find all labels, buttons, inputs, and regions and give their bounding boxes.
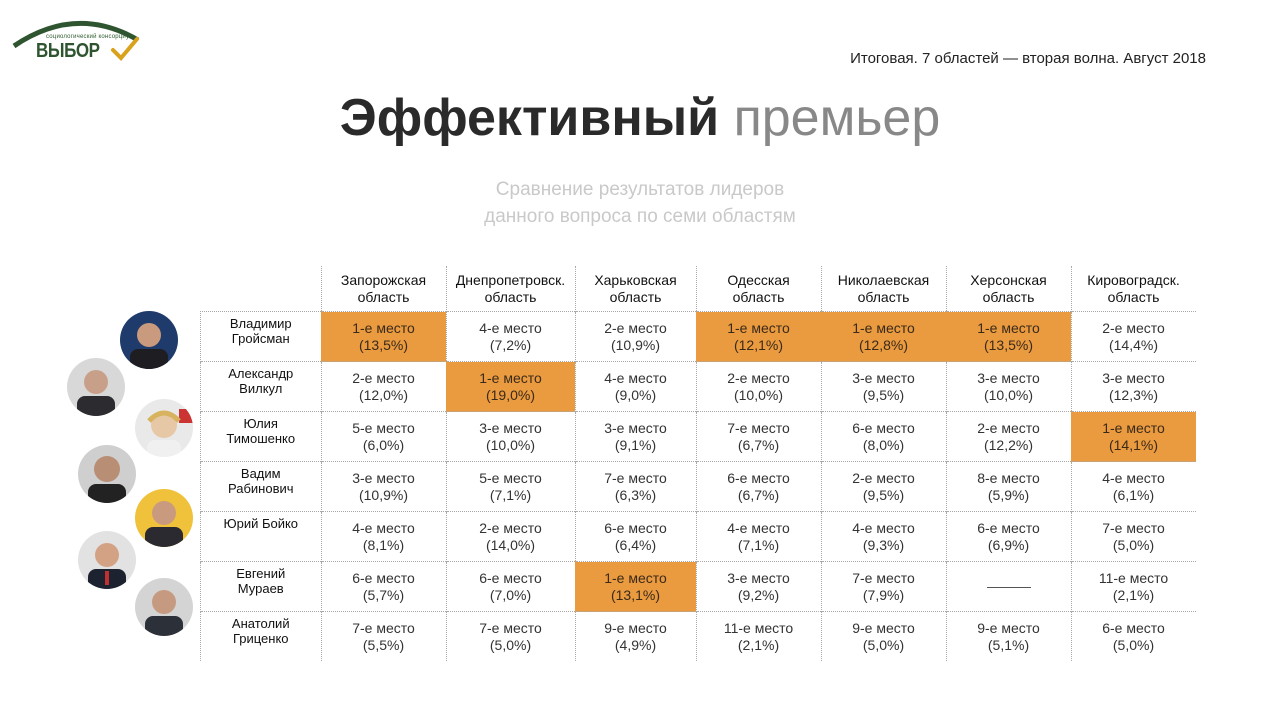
result-cell: 2-е место (14,0%)	[445, 511, 575, 562]
description-line-2: данного вопроса по семи областям	[484, 206, 796, 227]
title-light: премьер	[733, 89, 941, 147]
table-row: Вадим Рабинович 3-е место (10,9%) 5-е место(…	[200, 461, 1196, 512]
logo-tagline: социологический консорциум	[46, 34, 134, 40]
comparison-table: Запорожская область Днепропетровск. област…	[200, 266, 1196, 661]
result-cell: 1-е место (19,0%)	[445, 361, 575, 412]
avatar-groysman	[120, 311, 178, 369]
avatar-hrytsenko	[135, 578, 193, 636]
result-cell: 3-е место (9,5%)	[820, 361, 946, 412]
result-cell: 7-е место (5,0%)	[1070, 511, 1196, 562]
result-cell: 5-е место (6,0%)	[320, 411, 446, 462]
result-cell: 6-е место (5,7%)	[320, 561, 446, 612]
result-cell: 1-е место (12,1%)	[695, 311, 821, 362]
avatar-vilkul	[67, 358, 125, 416]
politician-name: Евгений Мураев	[200, 561, 321, 612]
result-cell: 6-е место (6,9%)	[945, 511, 1071, 562]
politician-name: Юлия Тимошенко	[200, 411, 321, 462]
description: Сравнение результатов лидеров данного во…	[0, 176, 1280, 230]
politician-name: Юрий Бойко	[200, 511, 321, 562]
result-cell: 2-е место (10,9%)	[574, 311, 696, 362]
result-cell: 3-е место (10,0%)	[945, 361, 1071, 412]
column-header: Запорожская область	[320, 266, 446, 312]
result-cell: 7-е место (6,7%)	[695, 411, 821, 462]
result-cell: 1-е место (13,5%)	[945, 311, 1071, 362]
table-header-row: Запорожская область Днепропетровск. област…	[201, 266, 1196, 312]
avatar-rabinovich	[78, 445, 136, 503]
result-cell: 2-е место (12,0%)	[320, 361, 446, 412]
result-cell: 4-е место (9,0%)	[574, 361, 696, 412]
avatar-boyko	[135, 489, 193, 547]
result-cell	[945, 561, 1071, 612]
result-cell: 2-е место (9,5%)	[820, 461, 946, 512]
result-cell: 11-е место (2,1%)	[695, 611, 821, 661]
header-corner	[201, 266, 322, 312]
table-row: Юрий Бойко 4-е место (8,1%) 2-е место (14,0%…	[200, 511, 1196, 562]
result-cell: 4-е место (7,2%)	[445, 311, 575, 362]
result-cell: 6-е место (7,0%)	[445, 561, 575, 612]
table-row: Анатолий Гриценко 7-е место (5,5%) 7-е место…	[200, 611, 1196, 661]
table-row: Юлия Тимошенко 5-е место (6,0%) 3-е место (10…	[200, 411, 1196, 462]
result-cell: 8-е место (5,9%)	[945, 461, 1071, 512]
result-cell: 1-е место (13,5%)	[320, 311, 446, 362]
result-cell: 7-е место (6,3%)	[574, 461, 696, 512]
checkmark-icon	[111, 37, 139, 61]
brand-logo: социологический консорциум ВЫБОР	[10, 10, 145, 62]
result-cell: 9-е место (5,0%)	[820, 611, 946, 661]
politician-name: Анатолий Гриценко	[200, 611, 321, 661]
logo-arc-icon	[12, 21, 140, 49]
result-cell: 3-е место (12,3%)	[1070, 361, 1196, 412]
table-row: Евгений Мураев 6-е место (5,7%) 6-е место (7,…	[200, 561, 1196, 612]
avatar-tymoshenko	[135, 399, 193, 457]
title-bold: Эффективный	[339, 89, 720, 147]
result-cell: 7-е место (5,0%)	[445, 611, 575, 661]
result-cell: 2-е место (12,2%)	[945, 411, 1071, 462]
result-cell: 11-е место (2,1%)	[1070, 561, 1196, 612]
page-title: Эффективный премьер	[0, 86, 1280, 150]
politician-name: Александр Вилкул	[200, 361, 321, 412]
table-row: Александр Вилкул 2-е место (12,0%) 1-е место…	[200, 361, 1196, 412]
column-header: Одесская область	[695, 266, 821, 312]
result-cell: 6-е место (5,0%)	[1070, 611, 1196, 661]
logo-brand-text: ВЫБОР	[36, 40, 100, 62]
description-line-1: Сравнение результатов лидеров	[495, 179, 785, 200]
result-cell: 1-е место (14,1%)	[1070, 411, 1196, 462]
survey-subtitle: Итоговая. 7 областей — вторая волна. Авг…	[850, 50, 1206, 67]
result-cell: 4-е место (8,1%)	[320, 511, 446, 562]
result-cell: 6-е место (8,0%)	[820, 411, 946, 462]
avatar-muraev	[78, 531, 136, 589]
result-cell: 7-е место (7,9%)	[820, 561, 946, 612]
result-cell: 3-е место (9,1%)	[574, 411, 696, 462]
no-data-dash	[986, 586, 1031, 588]
result-cell: 4-е место (7,1%)	[695, 511, 821, 562]
politician-name: Вадим Рабинович	[200, 461, 321, 512]
result-cell: 5-е место (7,1%)	[445, 461, 575, 512]
result-cell: 6-е место (6,4%)	[574, 511, 696, 562]
result-cell: 1-е место (12,8%)	[820, 311, 946, 362]
column-header: Кировоградск. область	[1070, 266, 1196, 312]
result-cell: 2-е место (10,0%)	[695, 361, 821, 412]
result-cell: 4-е место (9,3%)	[820, 511, 946, 562]
column-header: Днепропетровск. область	[445, 266, 575, 312]
politician-name: Владимир Гройсман	[200, 311, 321, 362]
table-row: Владимир Гройсман 1-е место (13,5%) 4-е мест…	[200, 311, 1196, 362]
column-header: Херсонская область	[945, 266, 1071, 312]
result-cell: 9-е место (4,9%)	[574, 611, 696, 661]
result-cell: 2-е место (14,4%)	[1070, 311, 1196, 362]
result-cell: 6-е место (6,7%)	[695, 461, 821, 512]
column-header: Николаевская область	[820, 266, 946, 312]
result-cell: 7-е место (5,5%)	[320, 611, 446, 661]
column-header: Харьковская область	[574, 266, 696, 312]
result-cell: 1-е место (13,1%)	[574, 561, 696, 612]
result-cell: 9-е место (5,1%)	[945, 611, 1071, 661]
result-cell: 3-е место (9,2%)	[695, 561, 821, 612]
result-cell: 4-е место (6,1%)	[1070, 461, 1196, 512]
result-cell: 3-е место (10,9%)	[320, 461, 446, 512]
result-cell: 3-е место (10,0%)	[445, 411, 575, 462]
